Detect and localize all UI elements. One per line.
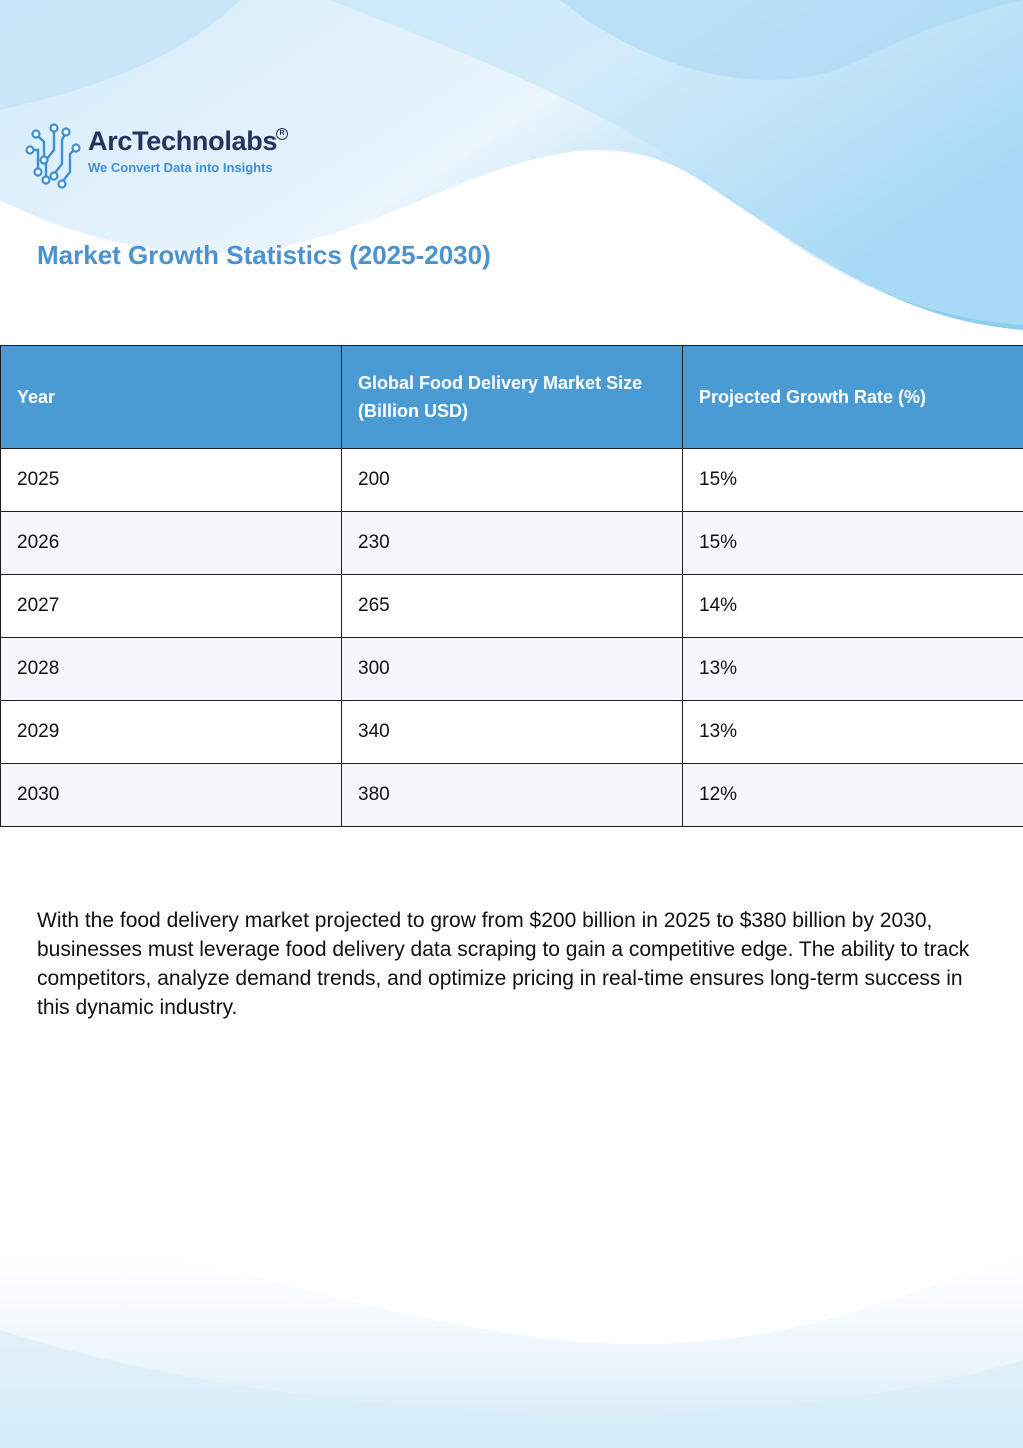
cell-year: 2027 <box>0 574 342 638</box>
cell-growth-rate: 15% <box>682 448 1023 512</box>
table-row: 2028 300 13% <box>0 637 1023 701</box>
cell-market-size: 380 <box>341 763 683 827</box>
cell-year: 2026 <box>0 511 342 575</box>
brand-tagline: We Convert Data into Insights <box>88 160 273 175</box>
cell-market-size: 340 <box>341 700 683 764</box>
table-row: 2030 380 12% <box>0 763 1023 827</box>
column-header-growth-rate: Projected Growth Rate (%) <box>682 345 1023 449</box>
cell-market-size: 230 <box>341 511 683 575</box>
cell-market-size: 200 <box>341 448 683 512</box>
table-row: 2029 340 13% <box>0 700 1023 764</box>
cell-market-size: 300 <box>341 637 683 701</box>
cell-growth-rate: 14% <box>682 574 1023 638</box>
table-row: 2027 265 14% <box>0 574 1023 638</box>
page-title: Market Growth Statistics (2025-2030) <box>37 240 491 270</box>
table-row: 2026 230 15% <box>0 511 1023 575</box>
circuit-logo-icon <box>25 123 81 189</box>
registered-mark: R <box>276 128 288 140</box>
market-growth-table: Year Global Food Delivery Market Size (B… <box>0 345 1023 827</box>
cell-year: 2025 <box>0 448 342 512</box>
cell-market-size: 265 <box>341 574 683 638</box>
table-header-row: Year Global Food Delivery Market Size (B… <box>0 345 1023 449</box>
cell-growth-rate: 15% <box>682 511 1023 575</box>
cell-year: 2029 <box>0 700 342 764</box>
cell-year: 2030 <box>0 763 342 827</box>
brand-name: ArcTechnolabs <box>88 126 278 156</box>
column-header-market-size: Global Food Delivery Market Size (Billio… <box>341 345 683 449</box>
cell-year: 2028 <box>0 637 342 701</box>
cell-growth-rate: 13% <box>682 637 1023 701</box>
table-row: 2025 200 15% <box>0 448 1023 512</box>
cell-growth-rate: 13% <box>682 700 1023 764</box>
column-header-year: Year <box>0 345 342 449</box>
brand-logo[interactable]: ArcTechnolabs R We Convert Data into Ins… <box>22 120 302 192</box>
summary-paragraph: With the food delivery market projected … <box>37 909 970 1019</box>
cell-growth-rate: 12% <box>682 763 1023 827</box>
